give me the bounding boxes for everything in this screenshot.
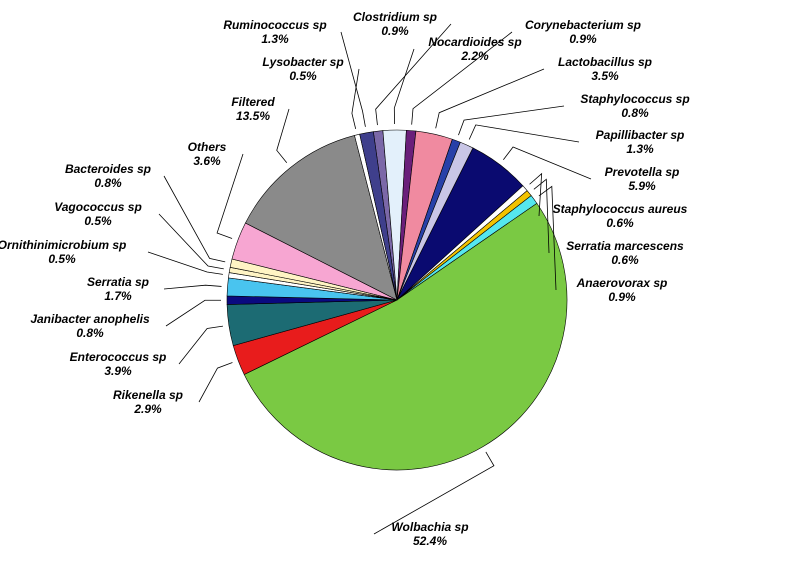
slice-label-name: Ornithinimicrobium sp <box>0 238 152 252</box>
slice-label-pct: 1.7% <box>68 289 168 303</box>
slice-label: Papillibacter sp1.3% <box>575 128 705 157</box>
slice-label: Janibacter anophelis0.8% <box>10 312 170 341</box>
slice-label-pct: 0.9% <box>552 290 692 304</box>
slice-label-name: Vagococcus sp <box>33 200 163 214</box>
slice-label: Serratia marcescens0.6% <box>545 239 705 268</box>
slice-label-pct: 2.9% <box>93 402 203 416</box>
slice-label-pct: 0.8% <box>560 106 710 120</box>
slice-label-pct: 1.3% <box>575 142 705 156</box>
slice-label-name: Serratia marcescens <box>545 239 705 253</box>
slice-label-pct: 5.9% <box>587 179 697 193</box>
slice-label-pct: 0.5% <box>33 214 163 228</box>
slice-label-pct: 0.9% <box>508 32 658 46</box>
slice-label: Staphylococcus sp0.8% <box>560 92 710 121</box>
slice-label: Others3.6% <box>167 140 247 169</box>
slice-label: Rikenella sp2.9% <box>93 388 203 417</box>
slice-label-name: Clostridium sp <box>335 10 455 24</box>
slice-label-pct: 3.9% <box>53 364 183 378</box>
slice-label-name: Others <box>167 140 247 154</box>
slice-label-pct: 3.6% <box>167 154 247 168</box>
slice-label: Lysobacter sp0.5% <box>243 55 363 84</box>
slice-label-pct: 2.2% <box>410 49 540 63</box>
slice-label-name: Staphylococcus sp <box>560 92 710 106</box>
slice-label-pct: 0.8% <box>10 326 170 340</box>
slice-label-name: Filtered <box>213 95 293 109</box>
slice-label-name: Anaerovorax sp <box>552 276 692 290</box>
slice-label-pct: 0.8% <box>48 176 168 190</box>
slice-label-pct: 0.6% <box>535 216 705 230</box>
slice-label-pct: 0.6% <box>545 253 705 267</box>
slice-label: Corynebacterium sp0.9% <box>508 18 658 47</box>
slice-label-name: Bacteroides sp <box>48 162 168 176</box>
slice-label-pct: 13.5% <box>213 109 293 123</box>
slice-label: Enterococcus sp3.9% <box>53 350 183 379</box>
slice-label: Vagococcus sp0.5% <box>33 200 163 229</box>
slice-label-name: Rikenella sp <box>93 388 203 402</box>
slice-label: Filtered13.5% <box>213 95 293 124</box>
slice-label-name: Lactobacillus sp <box>540 55 670 69</box>
slice-label-name: Serratia sp <box>68 275 168 289</box>
slice-label: Bacteroides sp0.8% <box>48 162 168 191</box>
slice-label-pct: 0.5% <box>243 69 363 83</box>
slice-label: Wolbachia sp52.4% <box>370 520 490 549</box>
slice-label: Lactobacillus sp3.5% <box>540 55 670 84</box>
slice-label-name: Wolbachia sp <box>370 520 490 534</box>
slice-label: Prevotella sp5.9% <box>587 165 697 194</box>
slice-label-name: Prevotella sp <box>587 165 697 179</box>
slice-label: Serratia sp1.7% <box>68 275 168 304</box>
slice-label-name: Corynebacterium sp <box>508 18 658 32</box>
slice-label-pct: 3.5% <box>540 69 670 83</box>
slice-label-pct: 52.4% <box>370 534 490 548</box>
slice-label-pct: 0.5% <box>0 252 152 266</box>
slice-label: Ornithinimicrobium sp0.5% <box>0 238 152 267</box>
slice-label-name: Lysobacter sp <box>243 55 363 69</box>
slice-label: Ruminococcus sp1.3% <box>205 18 345 47</box>
slice-label-name: Janibacter anophelis <box>10 312 170 326</box>
chart-stage: Clostridium sp0.9%Nocardioides sp2.2%Cor… <box>0 0 794 565</box>
slice-label-name: Papillibacter sp <box>575 128 705 142</box>
slice-label: Staphylococcus aureus0.6% <box>535 202 705 231</box>
slice-label: Anaerovorax sp0.9% <box>552 276 692 305</box>
slice-label-name: Ruminococcus sp <box>205 18 345 32</box>
slice-label-name: Staphylococcus aureus <box>535 202 705 216</box>
slice-label-pct: 1.3% <box>205 32 345 46</box>
slice-label-name: Enterococcus sp <box>53 350 183 364</box>
